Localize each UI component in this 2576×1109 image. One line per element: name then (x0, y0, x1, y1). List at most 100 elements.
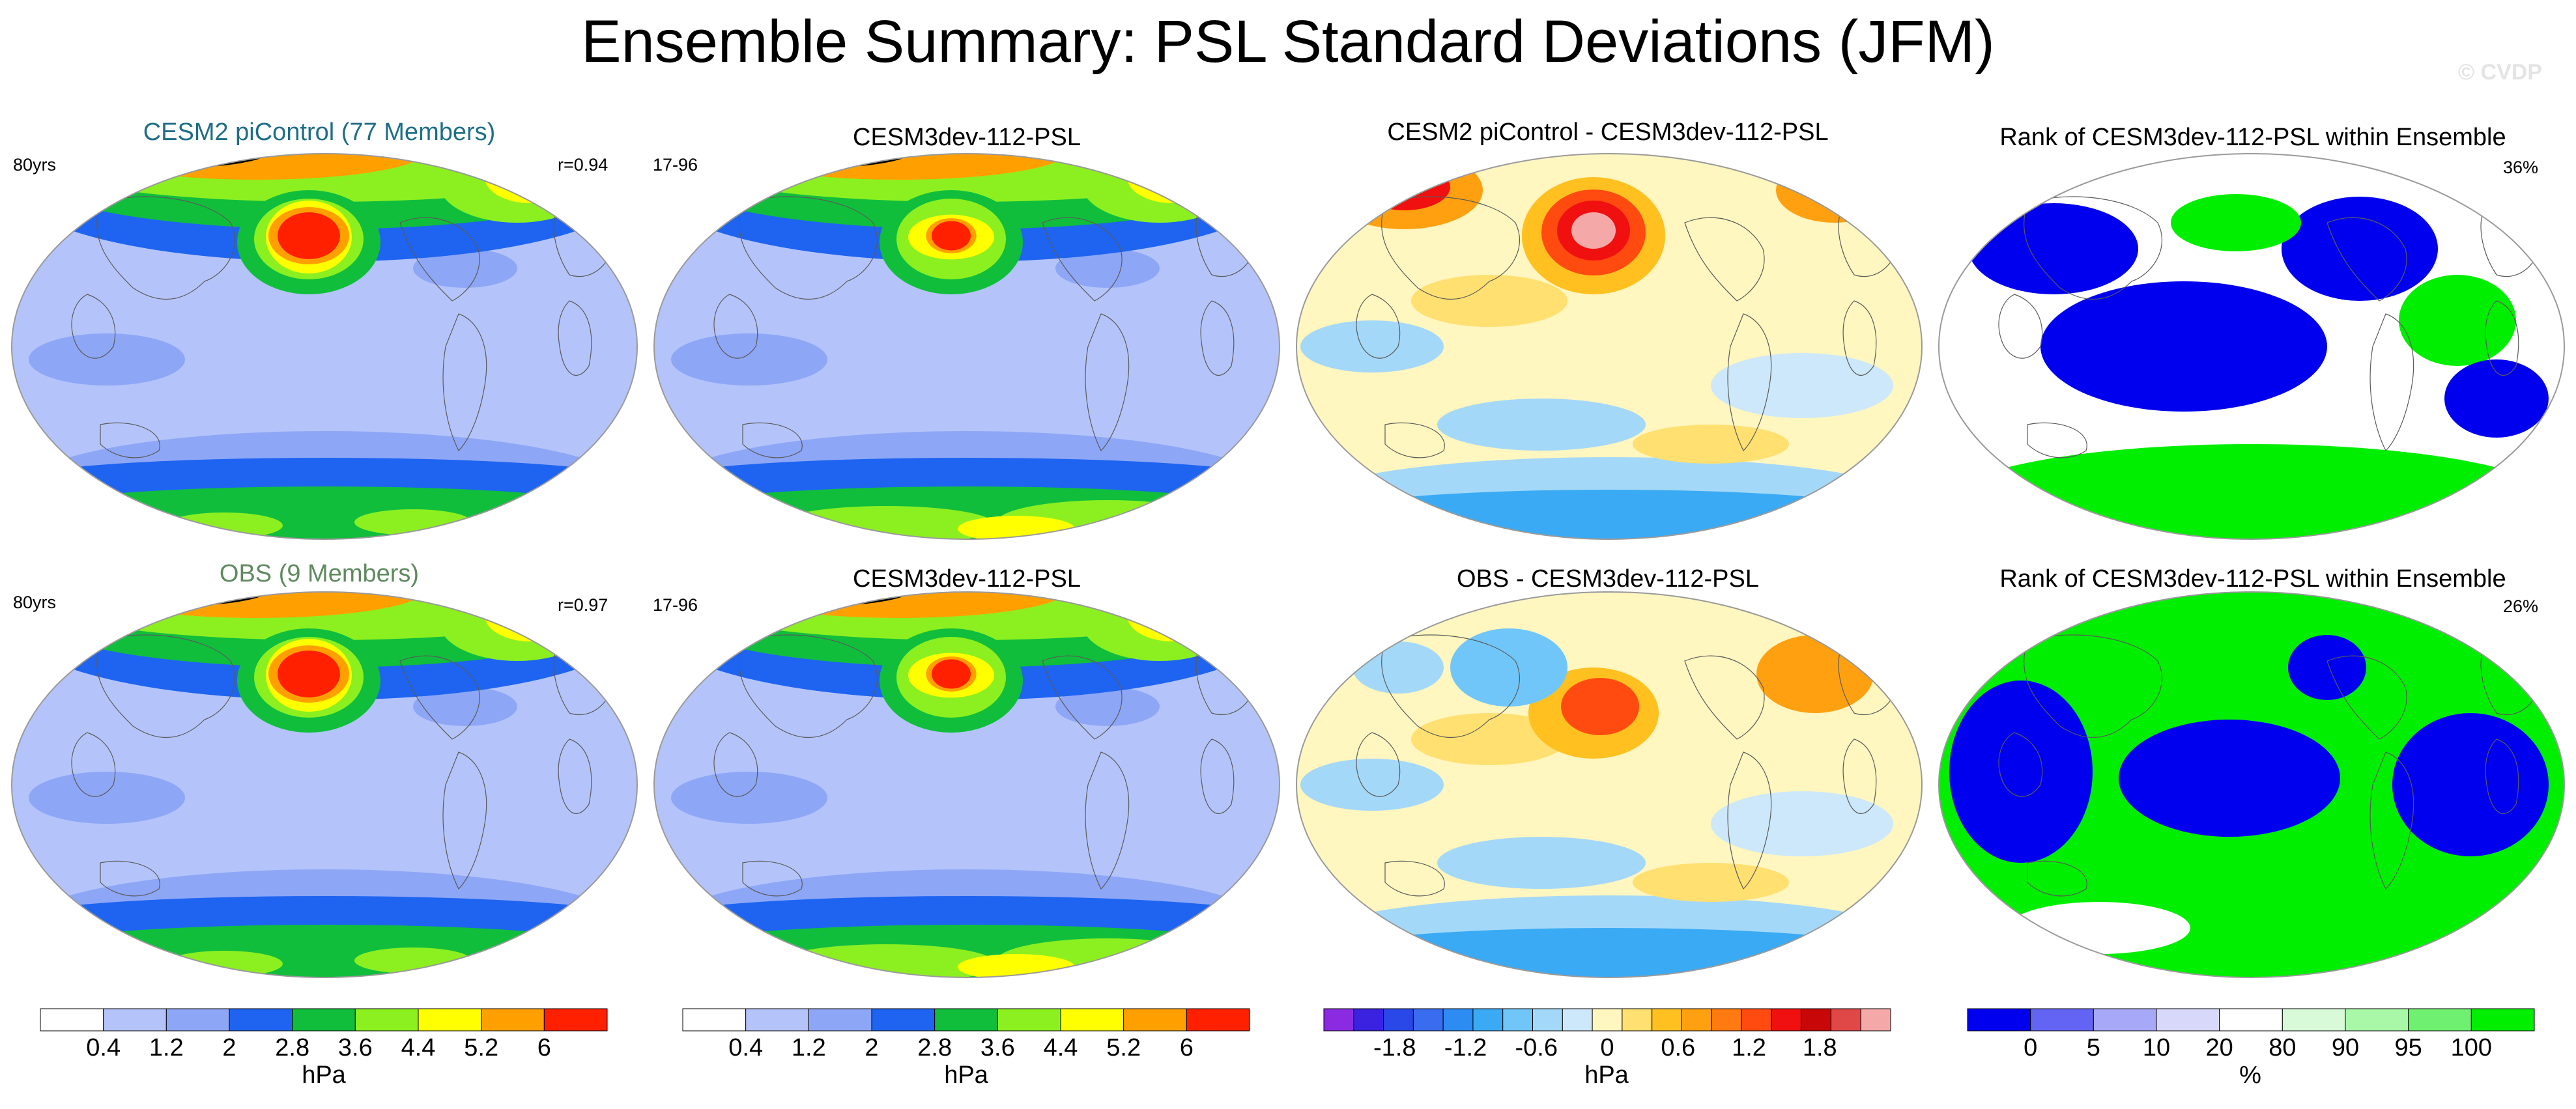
map-border (653, 153, 1280, 540)
neg-asia (1352, 641, 1444, 694)
panel-right-label-1: r=0.94 (558, 155, 608, 175)
coastline (1842, 738, 1877, 814)
coastline (1381, 634, 1521, 738)
map-border (1296, 153, 1923, 540)
low-rank-east (2392, 713, 2549, 856)
pos-patch-2 (1411, 713, 1567, 765)
coastline (742, 860, 803, 897)
coastline (71, 732, 116, 797)
map-border (653, 591, 1280, 978)
colorbar-tick-label: 5.2 (1106, 1034, 1141, 1061)
colorbar-swatch (292, 1008, 356, 1032)
colorbar-std-2: 0.4 1.2 2 2.8 3.6 4.4 5.2 6 (682, 1008, 1250, 1061)
coastline (1384, 860, 1445, 897)
tropical-patch (29, 772, 185, 824)
neg-patch-3 (1300, 759, 1444, 811)
map-svg (11, 591, 638, 978)
pos-pacific-max (1571, 212, 1616, 249)
panel-right-label-5: r=0.97 (558, 595, 608, 615)
map-panel-2 (651, 151, 1282, 542)
coastline (2485, 738, 2519, 814)
colorbar-tick-label: 3.6 (980, 1034, 1015, 1061)
tropical-patch-2 (1055, 687, 1160, 726)
colorbar-svg: 0.4 1.2 2 2.8 3.6 4.4 5.2 6 (682, 1008, 1250, 1061)
map-panel-7 (1294, 589, 1925, 980)
colorbar-unit-4: % (2239, 1061, 2261, 1089)
coastline (2485, 300, 2519, 376)
colorbar-swatch (682, 1008, 747, 1032)
map-panel-6 (651, 589, 1282, 980)
atlantic-band-2 (1127, 154, 1218, 203)
atlantic-max (1153, 597, 1205, 628)
map-svg (1296, 591, 1923, 978)
coastline (1842, 300, 1877, 376)
colorbar-swatch (1771, 1008, 1802, 1032)
colorbar-swatch (1123, 1008, 1187, 1032)
neg-patch-2 (1711, 353, 1893, 418)
colorbar-swatch (871, 1008, 936, 1032)
coastline (1727, 313, 1772, 452)
page-title: Ensemble Summary: PSL Standard Deviation… (581, 8, 1995, 75)
atlantic-max (511, 597, 563, 628)
low-rank-americas (2282, 197, 2438, 301)
tropical-patch (671, 333, 827, 386)
pos-patch-1 (1633, 863, 1789, 902)
colorbar-tick-label: 0 (2024, 1034, 2037, 1061)
colorbar-tick-label: 100 (2451, 1034, 2492, 1061)
southern-max-1 (165, 512, 283, 539)
coastline (739, 196, 878, 300)
colorbar-tick-label: 1.2 (792, 1034, 826, 1061)
colorbar-tick-label: 20 (2206, 1034, 2233, 1061)
mid-rank-south (2008, 902, 2190, 954)
southern-max-3 (958, 954, 1075, 977)
map-border (1296, 591, 1923, 978)
panel-title-1: CESM2 piControl (77 Members) (143, 119, 496, 146)
colorbar-swatch (1472, 1008, 1504, 1032)
colorbar-swatch (2470, 1008, 2535, 1032)
neg-patch-1 (1437, 837, 1646, 889)
coastline (1085, 313, 1130, 452)
colorbar-tick-label: 90 (2332, 1034, 2359, 1061)
coastline (442, 751, 487, 890)
colorbar-swatch (1353, 1008, 1384, 1032)
coastline (739, 634, 878, 738)
map-panel-4 (1936, 151, 2567, 542)
panel-title-7: OBS - CESM3dev-112-PSL (1457, 565, 1759, 593)
colorbar-swatch (1967, 1008, 2031, 1032)
atlantic-max (1153, 159, 1205, 190)
coastline (71, 294, 116, 359)
pos-patch-2 (1411, 275, 1567, 327)
atlantic-band-2 (485, 592, 576, 641)
coastline (399, 655, 480, 740)
neg-southern-2 (1316, 928, 1902, 977)
panel-title-3: CESM2 piControl - CESM3dev-112-PSL (1387, 119, 1829, 146)
panel-title-6: CESM3dev-112-PSL (853, 565, 1081, 593)
coastline (442, 313, 487, 452)
southern-max-3 (958, 516, 1075, 539)
southern-band-4 (18, 486, 631, 539)
coastline (558, 738, 592, 814)
coastline (1042, 217, 1123, 302)
coastline (2024, 634, 2163, 738)
panel-left-label-5: 80yrs (13, 593, 57, 612)
coastline (399, 217, 480, 302)
colorbar-swatch (354, 1008, 419, 1032)
colorbar-swatch (418, 1008, 482, 1032)
panel-right-label-8: 26% (2503, 597, 2539, 616)
colorbar-swatch (808, 1008, 872, 1032)
coastline (742, 422, 803, 458)
coastline (2027, 422, 2087, 458)
map-svg (11, 153, 638, 540)
pos-north-1 (1326, 154, 1483, 229)
colorbar-swatch (1622, 1008, 1653, 1032)
colorbar-diff: -1.8 -1.2 -0.6 0 0.6 1.2 1.8 (1323, 1008, 1891, 1061)
low-rank-pacific (2119, 720, 2340, 837)
colorbar-rank: 0 5 10 20 80 90 95 100 (1967, 1008, 2535, 1061)
colorbar-tick-label: -0.6 (1515, 1034, 1558, 1061)
colorbar-unit-2: hPa (944, 1061, 988, 1089)
map-panel-8 (1936, 589, 2567, 980)
pos-patch-1 (1633, 425, 1789, 464)
colorbar-swatch (1412, 1008, 1444, 1032)
coastline (1381, 196, 1521, 300)
atlantic-band-2 (1127, 592, 1218, 641)
